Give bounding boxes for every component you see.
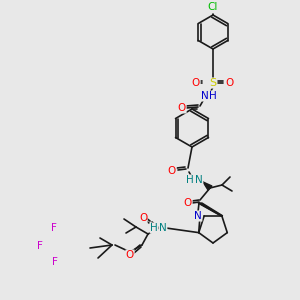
Text: H: H <box>209 91 217 101</box>
Text: H: H <box>186 175 194 185</box>
Text: Cl: Cl <box>208 2 218 12</box>
Text: S: S <box>209 78 217 88</box>
Polygon shape <box>203 182 212 190</box>
Text: N: N <box>201 91 209 101</box>
Text: O: O <box>139 213 147 223</box>
Text: N: N <box>194 211 202 221</box>
Text: O: O <box>168 166 176 176</box>
Text: F: F <box>37 241 43 251</box>
Polygon shape <box>198 203 223 216</box>
Text: H: H <box>150 223 158 233</box>
Text: N: N <box>159 223 167 233</box>
Text: F: F <box>51 223 57 233</box>
Text: O: O <box>184 198 192 208</box>
Text: O: O <box>126 250 134 260</box>
Text: O: O <box>226 78 234 88</box>
Text: F: F <box>52 257 58 267</box>
Text: O: O <box>192 78 200 88</box>
Text: O: O <box>178 103 186 113</box>
Text: N: N <box>195 175 203 185</box>
